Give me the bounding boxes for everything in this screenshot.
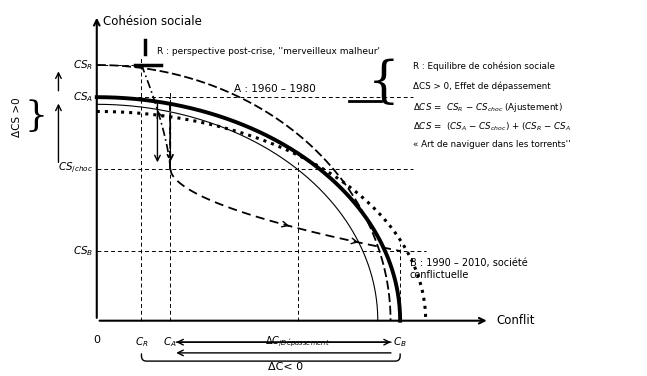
Text: $CS_R$: $CS_R$ — [73, 58, 94, 72]
Text: 0: 0 — [93, 335, 100, 345]
Text: « Art de naviguer dans les torrents'': « Art de naviguer dans les torrents'' — [413, 140, 571, 149]
Text: $\Delta CS$ =  $CS_R$ $-$ $CS_{choc}$ (Ajustement): $\Delta CS$ = $CS_R$ $-$ $CS_{choc}$ (Aj… — [413, 101, 563, 114]
Text: ΔCS >0: ΔCS >0 — [12, 97, 22, 136]
Text: ΔC< 0: ΔC< 0 — [268, 362, 303, 372]
Text: R : perspective post-crise, ''merveilleux malheur': R : perspective post-crise, ''merveilleu… — [157, 47, 380, 56]
Text: B : 1990 – 2010, société
conflictuelle: B : 1990 – 2010, société conflictuelle — [410, 258, 527, 280]
Text: R : Equilibre de cohésion sociale: R : Equilibre de cohésion sociale — [413, 61, 554, 71]
Text: {: { — [16, 96, 39, 130]
Text: $\Delta C_{/D\acute{e}passement}$: $\Delta C_{/D\acute{e}passement}$ — [265, 335, 331, 349]
Text: $C_A$: $C_A$ — [163, 335, 177, 349]
Text: {: { — [368, 58, 400, 108]
Text: $C_R$: $C_R$ — [135, 335, 148, 349]
Text: A : 1960 – 1980: A : 1960 – 1980 — [234, 83, 316, 94]
Text: $CS_B$: $CS_B$ — [73, 244, 94, 258]
Text: $CS_{/choc}$: $CS_{/choc}$ — [58, 161, 94, 176]
Text: Conflit: Conflit — [496, 314, 534, 327]
Text: ΔCS > 0, Effet de dépassement: ΔCS > 0, Effet de dépassement — [413, 81, 551, 91]
Text: $CS_A$: $CS_A$ — [73, 90, 94, 104]
Text: $C_B$: $C_B$ — [393, 335, 407, 349]
Text: Cohésion sociale: Cohésion sociale — [103, 15, 202, 28]
Text: $\Delta CS$ =  ($CS_A$ $-$ $CS_{choc}$) + ($CS_R$ $-$ $CS_A$: $\Delta CS$ = ($CS_A$ $-$ $CS_{choc}$) +… — [413, 120, 571, 133]
